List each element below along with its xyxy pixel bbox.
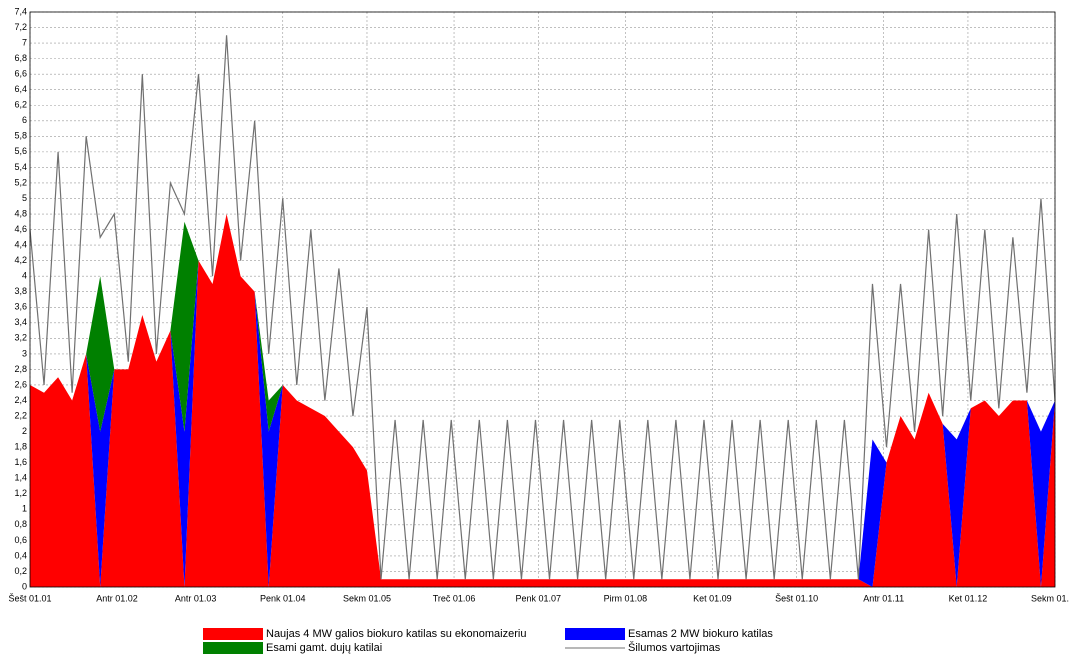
x-tick-label: Antr 01.02 [96,593,138,603]
y-tick-label: 0,4 [14,550,27,560]
y-tick-label: 2 [22,426,27,436]
y-tick-label: 3,8 [14,286,27,296]
area [30,214,1055,587]
y-tick-label: 3,4 [14,317,27,327]
x-tick-label: Šešt 01.10 [775,593,818,603]
y-tick-label: 6,8 [14,53,27,63]
x-tick-label: Šešt 01.01 [8,593,51,603]
y-tick-label: 1,8 [14,442,27,452]
x-tick-label: Sekm 01.05 [343,593,391,603]
x-tick-label: Ket 01.12 [949,593,988,603]
y-tick-label: 0 [22,581,27,591]
y-tick-label: 3,6 [14,302,27,312]
y-tick-label: 7,4 [14,6,27,16]
y-tick-label: 7 [22,37,27,47]
plot-border [29,11,1056,588]
y-tick-label: 2,8 [14,364,27,374]
legend-label: Šilumos vartojimas [628,641,721,654]
legend-swatch [203,642,263,654]
y-tick-label: 7,2 [14,22,27,32]
y-tick-label: 4 [22,271,27,281]
y-tick-label: 5 [22,193,27,203]
x-tick-label: Treč 01.06 [433,593,476,603]
x-tick-label: Antr 01.03 [175,593,217,603]
y-tick-label: 0,2 [14,566,27,576]
y-tick-label: 3,2 [14,333,27,343]
y-tick-label: 4,4 [14,239,27,249]
y-tick-label: 5,8 [14,131,27,141]
x-tick-label: Sekm 01.01 [1031,593,1069,603]
legend-label: Naujas 4 MW galios biokuro katilas su ek… [266,628,526,640]
y-tick-label: 2,2 [14,410,27,420]
y-tick-label: 1 [22,504,27,514]
y-tick-label: 1,4 [14,473,27,483]
x-tick-label: Antr 01.11 [863,593,904,603]
y-tick-label: 1,6 [14,457,27,467]
x-tick-label: Ket 01.09 [693,593,732,603]
legend-label: Esami gamt. dujų katilai [266,642,382,654]
y-tick-label: 6,2 [14,100,27,110]
legend-swatch [203,628,263,640]
y-tick-label: 4,6 [14,224,27,234]
y-tick-label: 4,2 [14,255,27,265]
y-tick-label: 0,8 [14,519,27,529]
legend-swatch [565,628,625,640]
legend: Naujas 4 MW galios biokuro katilas su ek… [203,628,773,654]
y-tick-label: 2,6 [14,379,27,389]
y-tick-label: 2,4 [14,395,27,405]
line [29,35,1056,580]
y-tick-label: 6,6 [14,69,27,79]
y-tick-label: 4,8 [14,208,27,218]
y-tick-label: 5,2 [14,177,27,187]
x-tick-label: Penk 01.04 [260,593,306,603]
y-tick-label: 3 [22,348,27,358]
y-tick-label: 6 [22,115,27,125]
y-tick-label: 5,6 [14,146,27,156]
y-tick-label: 5,4 [14,162,27,172]
x-tick-label: Pirm 01.08 [604,593,648,603]
y-tick-label: 0,6 [14,535,27,545]
y-tick-label: 1,2 [14,488,27,498]
legend-label: Esamas 2 MW biokuro katilas [628,628,773,640]
x-tick-label: Penk 01.07 [516,593,562,603]
y-tick-label: 6,4 [14,84,27,94]
